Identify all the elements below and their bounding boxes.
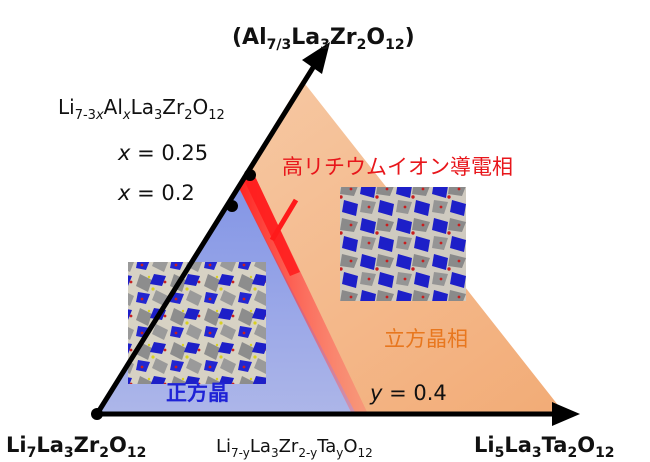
x-0-25-point	[244, 169, 256, 181]
y-0-4-label: y = 0.4	[369, 381, 447, 405]
left-vertex-label: Li7La3Zr2O12	[6, 433, 146, 461]
tetragonal-phase-label: 正方晶	[166, 381, 229, 405]
right-vertex-label: Li5La3Ta2O12	[474, 433, 615, 461]
tetragonal-crystal-structure	[128, 262, 266, 384]
x-0-25-label: x = 0.25	[117, 141, 208, 165]
right-arrowhead	[552, 402, 580, 426]
top-vertex-label: (Al7/3La3Zr2O12)	[232, 25, 415, 53]
cubic-phase-label: 立方晶相	[384, 327, 468, 351]
origin-point	[91, 408, 103, 420]
cubic-crystal-structure	[340, 187, 466, 301]
x-0-2-point	[226, 200, 238, 212]
left-edge-formula: Li7-3xAlxLa3Zr2O12	[58, 95, 225, 123]
bottom-edge-formula: Li7-yLa3Zr2-yTayO12	[216, 436, 373, 460]
high-conductivity-label: 高リチウムイオン導電相	[282, 155, 513, 179]
x-0-2-label: x = 0.2	[117, 181, 195, 205]
